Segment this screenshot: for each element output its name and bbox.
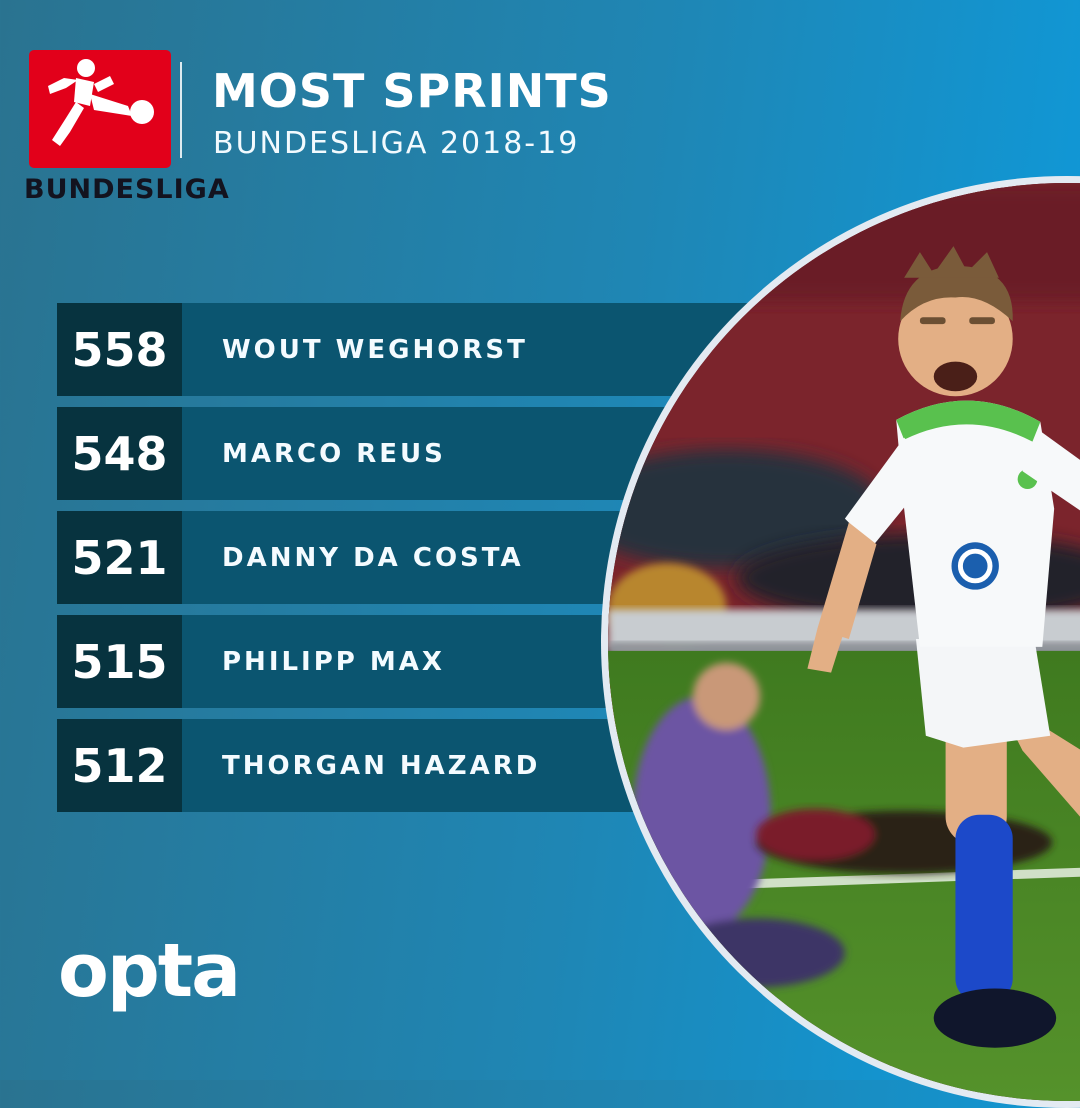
bundesliga-kicker-icon	[36, 54, 164, 164]
opta-logo: opta	[58, 928, 241, 1014]
sprint-count: 515	[57, 615, 182, 708]
sprint-count: 558	[57, 303, 182, 396]
sprint-count: 548	[57, 407, 182, 500]
sprint-count: 521	[57, 511, 182, 604]
player-photo	[601, 176, 1080, 1108]
sprint-count: 512	[57, 719, 182, 812]
header-divider	[180, 62, 182, 158]
bundesliga-logo	[29, 50, 171, 168]
page-title: MOST SPRINTS	[212, 64, 612, 118]
page-subtitle: BUNDESLIGA 2018-19	[213, 126, 580, 161]
player-celebration-illustration	[608, 183, 1080, 1101]
